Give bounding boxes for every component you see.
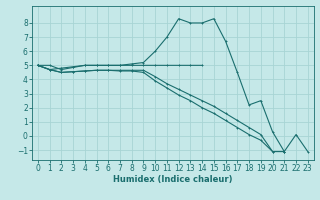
X-axis label: Humidex (Indice chaleur): Humidex (Indice chaleur) bbox=[113, 175, 233, 184]
